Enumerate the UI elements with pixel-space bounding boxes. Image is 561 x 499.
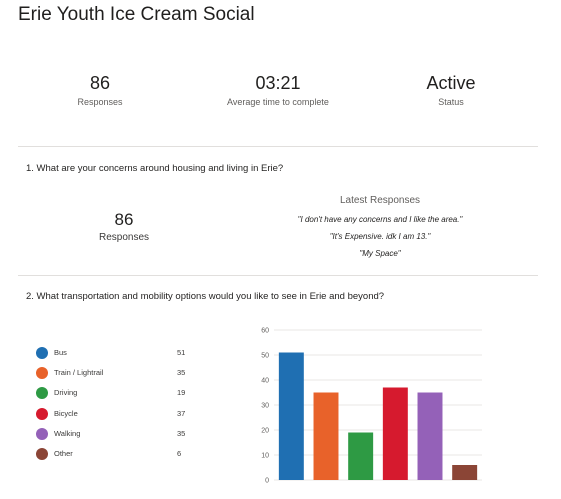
chart-legend: Bus 51 Train / Lightrail 35 Driving 19 Bicycle… bbox=[36, 346, 196, 467]
stat-average-time: 03:21 Average time to complete bbox=[203, 72, 353, 107]
y-tick-label: 10 bbox=[261, 453, 269, 460]
legend-count: 6 bbox=[177, 448, 182, 458]
question-2-title: 2. What transportation and mobility opti… bbox=[26, 291, 385, 302]
legend-swatch bbox=[36, 367, 48, 380]
y-tick-label: 0 bbox=[265, 478, 269, 485]
legend-swatch bbox=[36, 387, 48, 400]
legend-count: 51 bbox=[177, 348, 186, 357]
stat-responses-value: 86 bbox=[89, 73, 111, 93]
legend-item: Walking 35 bbox=[36, 427, 196, 447]
stat-status-value: Active bbox=[426, 73, 476, 93]
stat-responses-label: Responses bbox=[77, 97, 123, 107]
legend-label: Walking bbox=[54, 428, 81, 438]
legend-item: Bus 51 bbox=[36, 346, 196, 366]
question-1-response-count: 86 Responses bbox=[74, 210, 174, 243]
divider bbox=[18, 275, 538, 276]
legend-count: 35 bbox=[177, 428, 186, 438]
y-tick-label: 60 bbox=[261, 328, 269, 335]
y-tick-label: 20 bbox=[261, 428, 269, 435]
latest-response: "It's Expensive. idk I am 13." bbox=[329, 232, 431, 241]
question-1-count-label: Responses bbox=[98, 232, 150, 243]
stat-average-time-label: Average time to complete bbox=[227, 97, 329, 107]
bar-bicycle[interactable] bbox=[382, 387, 408, 481]
bar-walking[interactable] bbox=[417, 392, 443, 481]
legend-label: Bus bbox=[54, 348, 67, 357]
stat-status-label: Status bbox=[438, 97, 464, 107]
y-tick-label: 30 bbox=[261, 403, 269, 410]
legend-count: 19 bbox=[177, 388, 186, 398]
latest-responses: Latest Responses "I don't have any conce… bbox=[270, 195, 490, 262]
legend-swatch bbox=[36, 447, 48, 460]
bar-other[interactable] bbox=[452, 465, 478, 480]
legend-item: Driving 19 bbox=[36, 386, 196, 406]
legend-swatch bbox=[36, 427, 48, 440]
legend-label: Train / Lightrail bbox=[54, 368, 104, 378]
legend-label: Other bbox=[54, 448, 73, 458]
legend-count: 37 bbox=[177, 408, 186, 418]
legend-swatch bbox=[36, 407, 48, 420]
question-1-count-value: 86 bbox=[114, 210, 134, 229]
bar-bus[interactable] bbox=[278, 352, 304, 481]
legend-item: Bicycle 37 bbox=[36, 407, 196, 427]
legend-item: Train / Lightrail 35 bbox=[36, 366, 196, 386]
latest-response: "I don't have any concerns and I like th… bbox=[297, 215, 463, 224]
stat-responses: 86 Responses bbox=[25, 72, 175, 107]
y-tick-label: 50 bbox=[261, 353, 269, 360]
bar-driving[interactable] bbox=[348, 432, 374, 481]
bar-chart: 0 10 20 30 40 50 60 bbox=[261, 328, 482, 485]
latest-response: "My Space" bbox=[359, 249, 401, 258]
stat-status: Active Status bbox=[376, 72, 526, 107]
legend-item: Other 6 bbox=[36, 447, 196, 467]
stat-average-time-value: 03:21 bbox=[255, 73, 301, 93]
question-1-title: 1. What are your concerns around housing… bbox=[26, 163, 284, 174]
bar-train-lightrail[interactable] bbox=[313, 392, 339, 481]
legend-swatch bbox=[36, 347, 48, 359]
page-title: Erie Youth Ice Cream Social bbox=[18, 4, 255, 25]
legend-label: Bicycle bbox=[54, 408, 78, 418]
y-tick-label: 40 bbox=[261, 378, 269, 385]
divider bbox=[18, 146, 538, 147]
legend-label: Driving bbox=[54, 388, 78, 398]
legend-count: 35 bbox=[177, 368, 186, 378]
latest-responses-title: Latest Responses bbox=[339, 195, 421, 206]
